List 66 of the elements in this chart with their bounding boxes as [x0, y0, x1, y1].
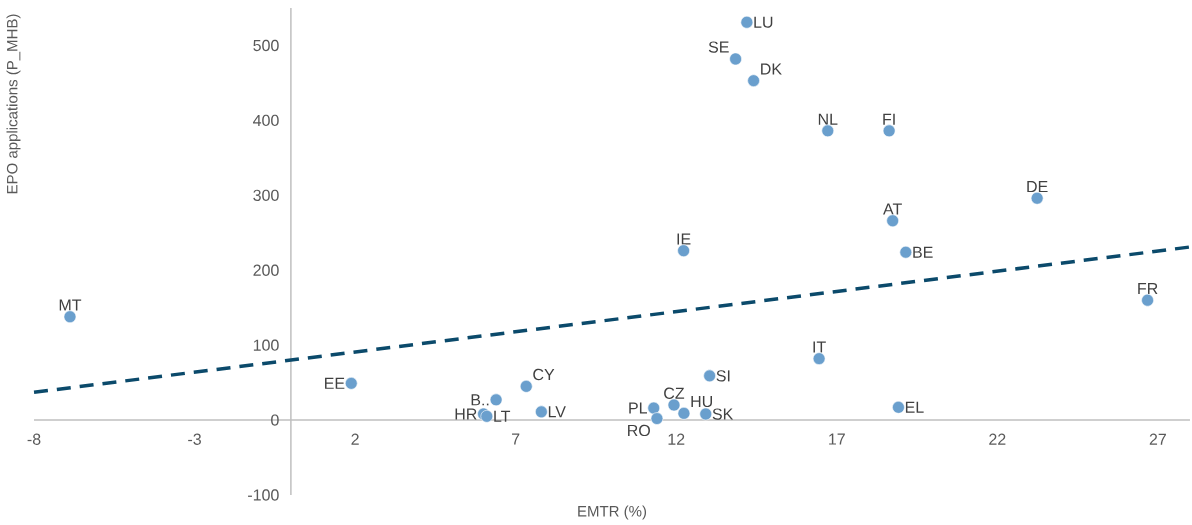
point	[812, 352, 826, 365]
annotation: SI	[716, 370, 730, 382]
point	[489, 393, 503, 407]
y-tick-label: 500	[253, 39, 279, 52]
point	[699, 407, 713, 421]
x-tick-label: 22	[989, 433, 1006, 445]
point	[63, 310, 77, 323]
y-axis-title: EPO applications (P_MHB)	[6, 14, 21, 194]
x-tick-label: 2	[351, 433, 359, 445]
annotation: RO	[628, 424, 650, 437]
x-axis-title: EMTR (%)	[578, 505, 647, 520]
annotation: AT	[883, 203, 902, 215]
x-tick-label: 17	[829, 433, 845, 445]
point	[899, 245, 913, 259]
x-tick-label: 27	[1149, 433, 1166, 445]
point	[677, 244, 690, 258]
annotation: EE	[325, 377, 345, 389]
y-tick-label: 0	[271, 414, 279, 426]
x-tick-label: 12	[668, 433, 685, 445]
x-tick-label: -8	[27, 433, 41, 445]
annotation: DK	[761, 63, 782, 75]
point	[747, 74, 760, 87]
y-tick-label: -100	[248, 489, 279, 501]
y-tick-label: 400	[253, 114, 279, 127]
point	[647, 401, 661, 415]
annotation: B..	[471, 394, 489, 406]
annotation: PL	[629, 402, 647, 414]
annotation: LU	[754, 16, 773, 28]
annotation: CZ	[664, 387, 685, 399]
point	[519, 380, 533, 393]
point	[480, 410, 494, 423]
point	[729, 52, 742, 66]
point	[821, 124, 835, 138]
annotation: MT	[59, 299, 82, 311]
y-tick-label: 200	[253, 264, 279, 276]
point	[1141, 293, 1154, 307]
point	[882, 124, 896, 138]
annotation: FI	[883, 113, 895, 125]
point	[886, 214, 899, 228]
y-tick-label: 300	[253, 189, 279, 201]
annotation: FR	[1138, 282, 1158, 294]
x-tick-label: -3	[188, 433, 201, 445]
point	[892, 401, 905, 414]
annotation: CY	[533, 368, 555, 381]
point	[667, 398, 681, 412]
annotation: EL	[905, 401, 924, 413]
annotation: LT	[494, 410, 511, 422]
point	[535, 405, 548, 419]
annotation: LV	[548, 406, 566, 418]
annotation: IT	[813, 341, 826, 353]
annotation: DE	[1027, 181, 1048, 193]
point	[650, 412, 664, 425]
annotation: HR	[455, 408, 477, 420]
y-tick-label: 100	[253, 339, 279, 351]
point	[740, 15, 754, 29]
point	[703, 369, 716, 383]
annotation: BE	[913, 246, 933, 258]
annotation: NL	[818, 113, 838, 125]
annotation: HU	[691, 395, 712, 408]
annotation: SK	[712, 408, 734, 420]
point	[344, 377, 358, 390]
x-tick-label: 7	[512, 433, 520, 445]
annotation: SE	[708, 41, 729, 53]
annotation: IE	[677, 233, 691, 245]
point	[677, 407, 691, 420]
point	[1030, 192, 1044, 205]
